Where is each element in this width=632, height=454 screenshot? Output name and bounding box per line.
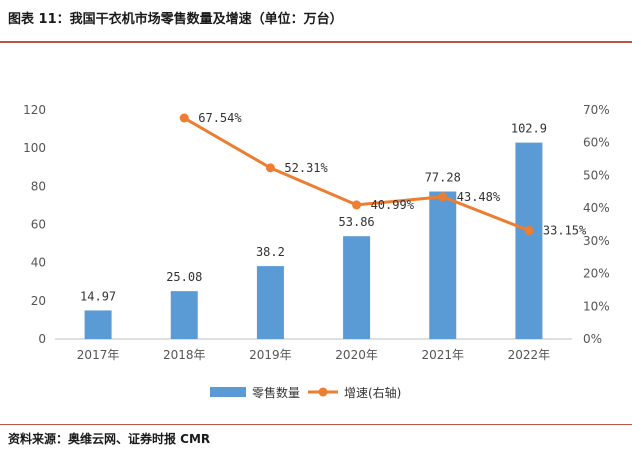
bar [429,191,457,339]
y-right-tick-label: 40% [583,201,610,215]
y-right-tick-label: 60% [583,136,610,150]
y-left-tick-label: 60 [31,218,46,232]
x-tick-label: 2018年 [163,348,206,362]
legend-bar-label: 零售数量 [252,385,300,400]
y-left-tick-label: 120 [23,103,46,117]
y-left-tick-label: 40 [31,256,46,270]
growth-point [265,163,275,173]
bar [84,310,112,339]
growth-value-label: 67.54% [198,111,242,125]
growth-point [352,200,362,210]
bar-value-label: 53.86 [339,215,375,229]
x-tick-label: 2022年 [508,348,551,362]
y-left-tick-label: 0 [38,332,46,346]
legend-line-marker [318,387,328,397]
bar-value-label: 25.08 [166,270,202,284]
legend-line-label: 增速(右轴) [344,385,401,400]
growth-value-label: 40.99% [371,198,415,212]
y-left-tick-label: 80 [31,179,46,193]
bar [256,266,284,339]
source-note: 资料来源：奥维云网、证券时报 CMR [8,432,211,446]
y-right-tick-label: 10% [583,299,610,313]
growth-line [183,116,530,232]
growth-point [179,113,189,123]
x-tick-label: 2017年 [77,348,120,362]
x-tick-label: 2021年 [421,348,464,362]
title-divider [0,41,632,43]
y-left-tick-label: 100 [23,141,46,155]
growth-value-label: 43.48% [457,190,501,204]
source-divider [0,424,632,425]
x-tick-label: 2019年 [249,348,292,362]
growth-value-label: 52.31% [284,161,328,175]
growth-value-label: 33.15% [543,224,587,238]
bar [343,236,371,339]
y-right-tick-label: 20% [583,267,610,281]
growth-point [438,192,448,202]
y-right-tick-label: 50% [583,168,610,182]
growth-point [524,226,534,236]
bar-value-label: 38.2 [256,245,285,259]
bar [515,142,543,339]
bar-value-label: 14.97 [80,289,116,303]
bar-value-label: 102.9 [511,122,547,136]
x-tick-label: 2020年 [335,348,378,362]
y-right-tick-label: 70% [583,103,610,117]
legend-bar-swatch [210,387,246,397]
bar [170,291,198,339]
bar-value-label: 77.28 [425,171,461,185]
y-right-tick-label: 0% [583,332,602,346]
y-right-tick-label: 30% [583,234,610,248]
chart-title: 图表 11：我国干衣机市场零售数量及增速（单位：万台） [8,12,343,27]
y-left-tick-label: 20 [31,294,46,308]
